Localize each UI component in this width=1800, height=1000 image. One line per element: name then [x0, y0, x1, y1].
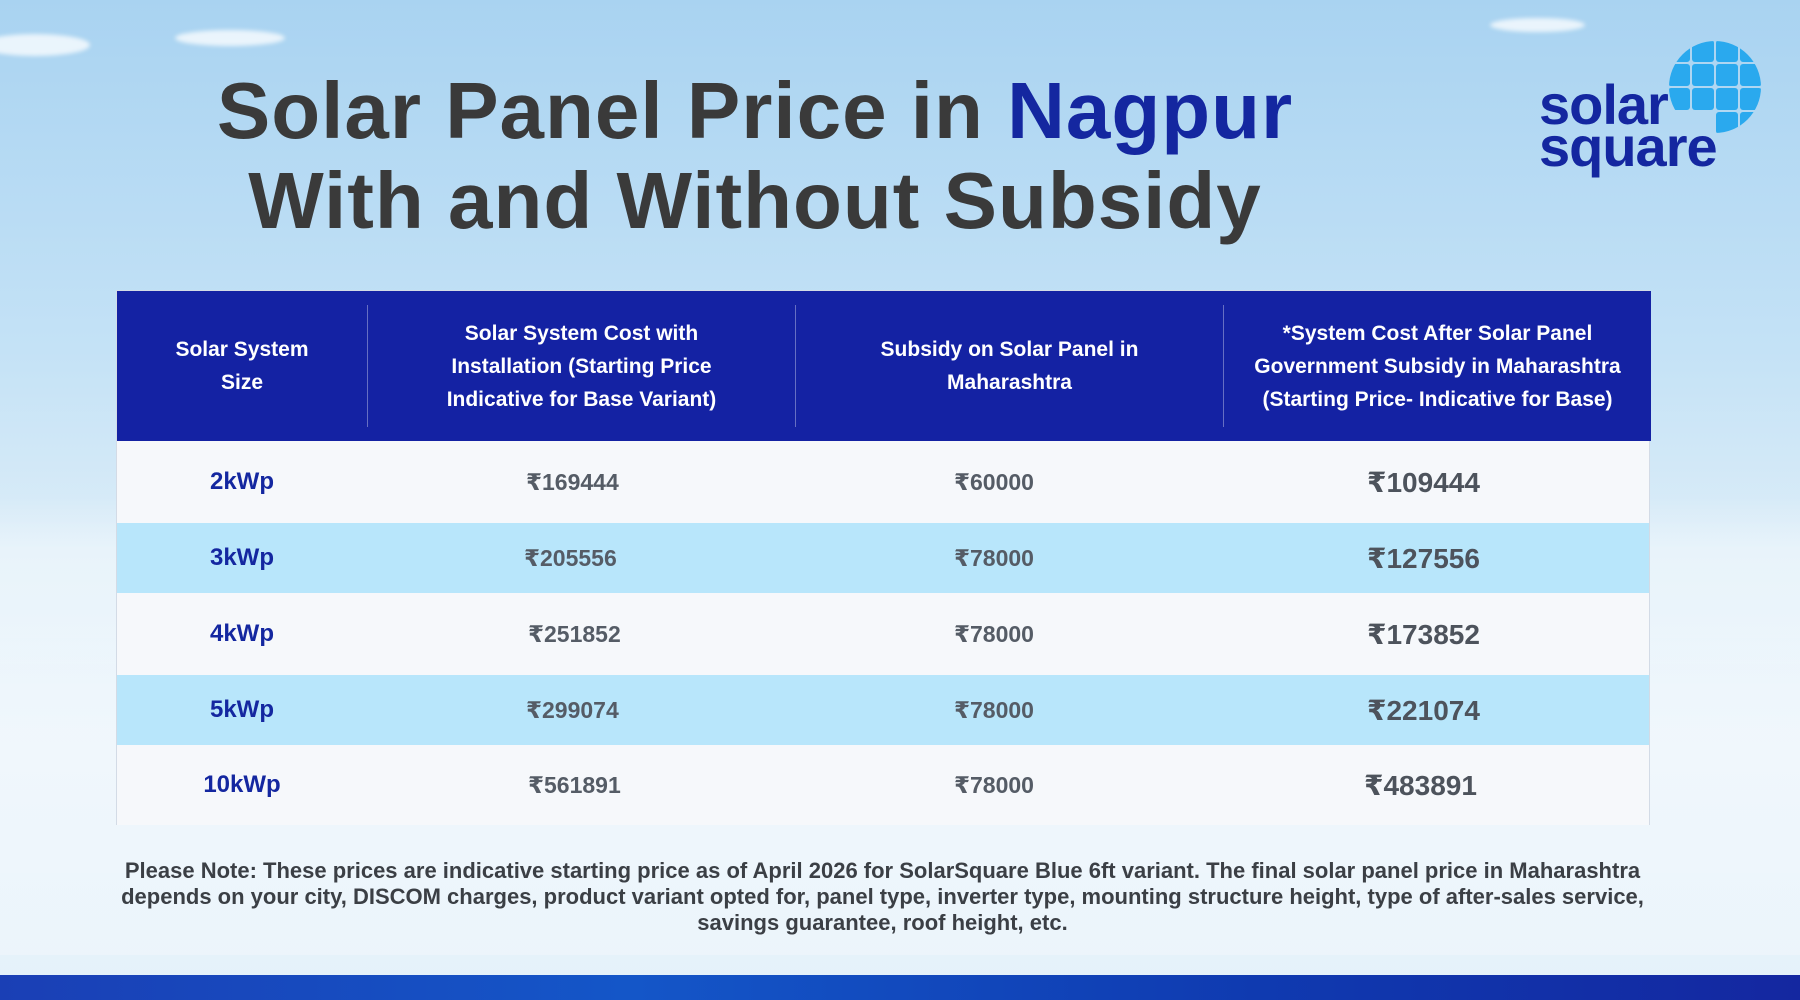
title-line-1: Solar Panel Price in Nagpur	[150, 66, 1360, 156]
header-system-cost: Solar System Cost with Installation (Sta…	[446, 321, 717, 411]
cell-system-cost: ₹169444	[526, 468, 619, 495]
cell-subsidy: ₹60000	[954, 468, 1034, 495]
header-subsidy: Subsidy on Solar Panel in Maharashtra	[880, 338, 1139, 394]
title-city: Nagpur	[1007, 66, 1294, 155]
cell-cost-after-subsidy: ₹221074	[1367, 694, 1480, 726]
cell-system-size: 3kWp	[209, 544, 274, 571]
header-cost-after-subsidy: *System Cost After Solar Panel Governmen…	[1254, 321, 1621, 411]
solarsquare-logo: solar square	[1535, 38, 1765, 198]
cell-cost-after-subsidy: ₹109444	[1367, 466, 1480, 498]
logo-line-1: solar	[1539, 73, 1669, 136]
cell-system-size: 10kWp	[203, 771, 281, 798]
cell-subsidy: ₹78000	[954, 771, 1034, 798]
cell-subsidy: ₹78000	[954, 544, 1034, 571]
title-line-1-prefix: Solar Panel Price in	[216, 66, 1008, 155]
table-row: 5kWp ₹299074 ₹78000 ₹221074	[117, 675, 1649, 745]
cell-cost-after-subsidy: ₹483891	[1364, 769, 1477, 801]
table-row: 3kWp ₹205556 ₹78000 ₹127556	[117, 523, 1649, 593]
cell-system-cost: ₹205556	[524, 544, 617, 571]
logo-line-2: square	[1539, 115, 1718, 178]
cell-system-cost: ₹561891	[528, 771, 621, 798]
header-divider	[1223, 305, 1224, 427]
title-line-2: With and Without Subsidy	[248, 156, 1262, 245]
cell-system-cost: ₹299074	[526, 696, 619, 723]
cloud-decoration	[0, 34, 90, 56]
disclaimer-note: Please Note: These prices are indicative…	[121, 858, 1644, 935]
cell-system-size: 5kWp	[209, 696, 274, 723]
cloud-decoration	[1490, 18, 1585, 32]
cell-cost-after-subsidy: ₹127556	[1367, 542, 1480, 574]
header-divider	[795, 305, 796, 427]
table-row: 2kWp ₹169444 ₹60000 ₹109444	[117, 441, 1649, 523]
page-title: Solar Panel Price in Nagpur With and Wit…	[150, 66, 1360, 246]
table-row: 10kWp ₹561891 ₹78000 ₹483891	[117, 745, 1649, 825]
sun-grid-icon	[1669, 41, 1761, 133]
price-table: Solar System Size Solar System Cost with…	[116, 290, 1651, 825]
header-system-size: Solar System Size	[175, 338, 309, 394]
cell-system-size: 4kWp	[209, 620, 274, 647]
bottom-accent-bar	[0, 975, 1800, 1000]
cloud-decoration	[175, 30, 285, 46]
cell-subsidy: ₹78000	[954, 620, 1034, 647]
header-divider	[367, 305, 368, 427]
cell-subsidy: ₹78000	[954, 696, 1034, 723]
table-header: Solar System Size Solar System Cost with…	[117, 291, 1651, 441]
cell-cost-after-subsidy: ₹173852	[1367, 618, 1480, 650]
logo-wordmark: solar square	[1539, 73, 1718, 178]
table-row: 4kWp ₹251852 ₹78000 ₹173852	[117, 593, 1649, 675]
cell-system-size: 2kWp	[209, 468, 274, 495]
cell-system-cost: ₹251852	[528, 620, 621, 647]
